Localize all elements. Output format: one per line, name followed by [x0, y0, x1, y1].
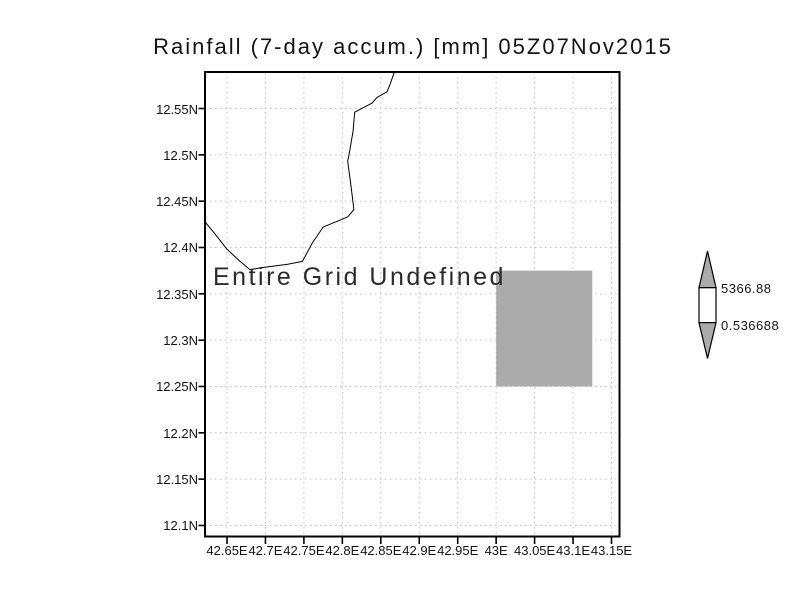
colorbar [698, 250, 717, 359]
y-tick-label: 12.15N [156, 472, 198, 488]
y-tick-label: 12.5N [163, 147, 198, 163]
y-tick-label: 12.45N [156, 194, 198, 210]
x-tick-label: 43.05E [513, 543, 556, 558]
y-tick-label: 12.1N [163, 518, 198, 534]
colorbar-max-label: 5366.88 [721, 281, 772, 296]
colorbar-body [698, 287, 717, 324]
x-tick-label: 42.8E [325, 543, 360, 558]
x-tick-label: 42.95E [437, 543, 479, 558]
x-tick-label: 43E [484, 543, 508, 558]
undefined-grid-notice: Entire Grid Undefined [213, 263, 506, 291]
x-tick-label: 42.65E [206, 543, 248, 558]
undefined-region [496, 270, 593, 387]
x-tick-label: 42.75E [283, 543, 325, 558]
y-tick-label: 12.35N [156, 286, 198, 302]
plot-title: Rainfall (7-day accum.) [mm] 05Z07Nov201… [153, 34, 673, 59]
colorbar-lower-arrow [698, 322, 717, 359]
y-tick-label: 12.2N [163, 425, 198, 441]
y-tick-label: 12.55N [156, 101, 198, 117]
x-tick-label: 43.1E [556, 543, 591, 558]
coastline [204, 71, 396, 271]
y-tick-label: 12.25N [156, 379, 198, 395]
x-tick-label: 42.85E [360, 543, 402, 558]
y-tick-label: 12.4N [163, 240, 198, 256]
x-tick-label: 42.9E [402, 543, 437, 558]
plot-frame [204, 71, 621, 538]
colorbar-min-label: 0.536688 [721, 318, 780, 333]
x-tick-label: 43.15E [590, 543, 633, 558]
x-tick-label: 42.7E [248, 543, 283, 558]
colorbar-upper-arrow [698, 250, 717, 289]
y-tick-label: 12.3N [163, 333, 198, 349]
